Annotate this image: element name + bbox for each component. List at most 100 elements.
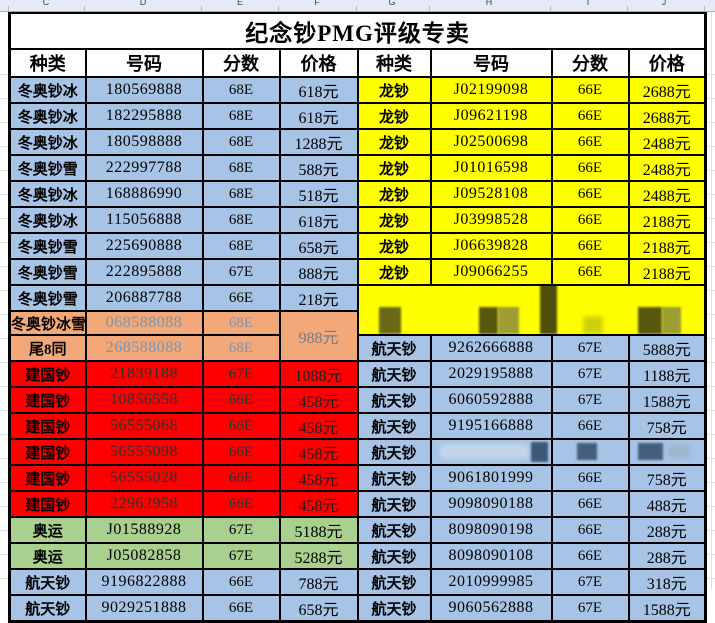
cell-price[interactable]: 2688元 (627, 102, 707, 130)
cell-price[interactable]: 1088元 (278, 360, 359, 388)
cell-type[interactable]: 龙钞 (356, 76, 432, 104)
cell-score[interactable]: 67E (201, 516, 281, 544)
header-type-right[interactable]: 种类 (356, 48, 432, 78)
cell-score[interactable]: 68E (201, 334, 281, 362)
cell-type[interactable]: 冬奥钞冰 (8, 180, 87, 208)
cell-price-censored[interactable] (627, 438, 707, 466)
cell-type[interactable]: 航天钞 (356, 386, 432, 414)
cell-type[interactable]: 航天钞 (356, 438, 432, 466)
cell-price[interactable]: 518元 (278, 180, 359, 208)
cell-score[interactable]: 66E (550, 154, 630, 182)
cell-number[interactable]: 225690888 (84, 232, 204, 260)
cell-type[interactable]: 龙钞 (356, 258, 432, 286)
cell-score[interactable]: 66E (550, 102, 630, 130)
cell-type[interactable]: 航天钞 (356, 360, 432, 388)
cell-price[interactable]: 788元 (278, 568, 359, 596)
cell-score[interactable]: 67E (550, 568, 630, 596)
cell-type[interactable]: 航天钞 (356, 464, 432, 492)
column-letter[interactable]: J (661, 0, 667, 7)
censored-band-cell[interactable] (356, 284, 707, 336)
cell-score[interactable]: 68E (201, 310, 281, 336)
header-type-left[interactable]: 种类 (8, 48, 87, 78)
cell-number[interactable]: 8098090108 (429, 542, 553, 570)
cell-score[interactable]: 66E (201, 412, 281, 440)
cell-type[interactable]: 奥运 (8, 542, 87, 570)
cell-price[interactable]: 888元 (278, 258, 359, 286)
cell-number[interactable]: 10856558 (84, 386, 204, 414)
cell-score[interactable]: 66E (550, 128, 630, 156)
cell-price[interactable]: 588元 (278, 154, 359, 182)
cell-score[interactable]: 66E (550, 180, 630, 208)
cell-score[interactable]: 66E (550, 412, 630, 440)
cell-type[interactable]: 冬奥钞冰 (8, 102, 87, 130)
cell-type[interactable]: 冬奥钞雪 (8, 154, 87, 182)
cell-number[interactable]: 56555098 (84, 438, 204, 466)
cell-score[interactable]: 66E (550, 516, 630, 544)
cell-number-censored[interactable] (429, 438, 553, 466)
cell-price[interactable]: 488元 (627, 490, 707, 518)
cell-score[interactable]: 66E (550, 542, 630, 570)
cell-price[interactable]: 458元 (278, 438, 359, 466)
cell-number[interactable]: J09621198 (429, 102, 553, 130)
cell-number[interactable]: J03998528 (429, 206, 553, 234)
cell-score[interactable]: 66E (201, 464, 281, 492)
cell-price[interactable]: 988元 (278, 310, 359, 362)
column-letter[interactable]: G (388, 0, 396, 7)
cell-number[interactable]: J09528108 (429, 180, 553, 208)
cell-number[interactable]: 21839188 (84, 360, 204, 388)
cell-price[interactable]: 288元 (627, 542, 707, 570)
cell-score[interactable]: 68E (201, 180, 281, 208)
header-number-left[interactable]: 号码 (84, 48, 204, 78)
header-price-right[interactable]: 价格 (627, 48, 707, 78)
cell-number[interactable]: 2029195888 (429, 360, 553, 388)
cell-type[interactable]: 航天钞 (356, 568, 432, 596)
cell-number[interactable]: 9060562888 (429, 594, 553, 623)
cell-type[interactable]: 航天钞 (356, 594, 432, 623)
cell-price[interactable]: 458元 (278, 464, 359, 492)
cell-number[interactable]: J01588928 (84, 516, 204, 544)
cell-number[interactable]: 22962958 (84, 490, 204, 518)
cell-type[interactable]: 建国钞 (8, 412, 87, 440)
cell-number[interactable]: 6060592888 (429, 386, 553, 414)
cell-price[interactable]: 758元 (627, 464, 707, 492)
cell-number[interactable]: J02500698 (429, 128, 553, 156)
cell-score[interactable]: 67E (550, 360, 630, 388)
cell-price[interactable]: 618元 (278, 206, 359, 234)
cell-type[interactable]: 冬奥钞雪 (8, 258, 87, 286)
cell-type[interactable]: 冬奥钞冰雪 (8, 310, 87, 336)
cell-score[interactable]: 67E (201, 258, 281, 286)
cell-price[interactable]: 658元 (278, 594, 359, 623)
cell-number[interactable]: 180598888 (84, 128, 204, 156)
cell-type[interactable]: 航天钞 (8, 568, 87, 596)
cell-number[interactable]: 115056888 (84, 206, 204, 234)
cell-score[interactable]: 66E (201, 438, 281, 466)
cell-price[interactable]: 758元 (627, 412, 707, 440)
cell-number[interactable]: J01016598 (429, 154, 553, 182)
cell-type[interactable]: 建国钞 (8, 386, 87, 414)
cell-price[interactable]: 458元 (278, 386, 359, 414)
cell-number[interactable]: 2010999985 (429, 568, 553, 596)
cell-score[interactable]: 66E (201, 594, 281, 623)
column-letter[interactable]: H (485, 0, 493, 7)
cell-type[interactable]: 奥运 (8, 516, 87, 544)
cell-type[interactable]: 龙钞 (356, 180, 432, 208)
cell-type[interactable]: 航天钞 (8, 594, 87, 623)
cell-type[interactable]: 冬奥钞冰 (8, 76, 87, 104)
cell-type[interactable]: 龙钞 (356, 102, 432, 130)
cell-type[interactable]: 航天钞 (356, 542, 432, 570)
cell-number[interactable]: 222895888 (84, 258, 204, 286)
column-letter[interactable]: D (139, 0, 147, 7)
header-score-left[interactable]: 分数 (201, 48, 281, 78)
cell-number[interactable]: 206887788 (84, 284, 204, 312)
cell-type[interactable]: 龙钞 (356, 154, 432, 182)
cell-price[interactable]: 618元 (278, 76, 359, 104)
header-score-right[interactable]: 分数 (550, 48, 630, 78)
cell-score[interactable]: 67E (550, 334, 630, 362)
cell-score-censored[interactable] (550, 438, 630, 466)
cell-price[interactable]: 5288元 (278, 542, 359, 570)
cell-type[interactable]: 航天钞 (356, 516, 432, 544)
cell-number[interactable]: 8098090198 (429, 516, 553, 544)
cell-price[interactable]: 2488元 (627, 154, 707, 182)
cell-price[interactable]: 5188元 (278, 516, 359, 544)
cell-type[interactable]: 冬奥钞冰 (8, 206, 87, 234)
